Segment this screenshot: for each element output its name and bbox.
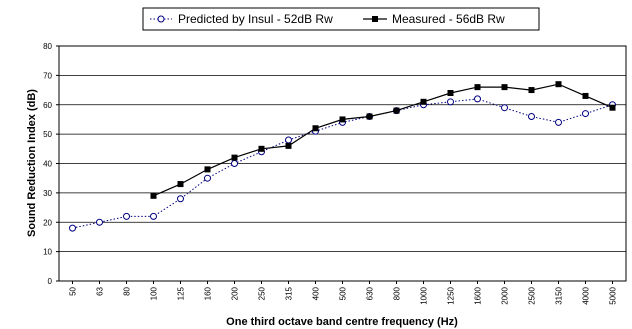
- predicted-point: [582, 110, 589, 118]
- x-tick-label: 630: [366, 286, 375, 300]
- predicted-point: [123, 212, 130, 220]
- predicted-point: [528, 113, 535, 120]
- measured-point: [582, 92, 589, 99]
- x-tick-label: 200: [231, 286, 240, 300]
- measured-point: [231, 154, 238, 161]
- y-tick-label: 40: [43, 160, 52, 169]
- x-tick-label: 800: [393, 286, 402, 300]
- predicted-point: [555, 118, 562, 126]
- predicted-point: [69, 224, 76, 232]
- measured-point: [150, 192, 157, 199]
- x-tick-label: 2500: [528, 286, 537, 304]
- predicted-point: [285, 136, 292, 144]
- measured-point: [501, 84, 508, 91]
- predicted-point: [501, 104, 508, 112]
- x-tick-label: 80: [123, 286, 132, 295]
- x-axis: 50 63 80 100 125 160 200 250 315 400 500 630 800 1000…: [69, 281, 618, 305]
- x-tick-label: 3150: [555, 286, 564, 304]
- legend: Predicted by Insul - 52dB Rw Measured - …: [142, 7, 540, 31]
- y-axis-title: Sound Reduction Index (dB): [26, 89, 38, 237]
- x-tick-label: 1600: [474, 286, 483, 304]
- measured-point: [420, 98, 427, 105]
- x-tick-label: 4000: [582, 286, 591, 304]
- legend-measured-marker: [372, 16, 378, 22]
- measured-point: [447, 90, 454, 96]
- legend-measured-label: Measured - 56dB Rw: [392, 12, 505, 26]
- x-tick-label: 1000: [420, 286, 429, 304]
- x-tick-label: 63: [96, 286, 105, 295]
- x-tick-label: 125: [177, 286, 186, 300]
- predicted-point: [447, 98, 454, 106]
- x-tick-label: 1250: [447, 286, 456, 304]
- measured-series-line: [153, 83, 613, 197]
- measured-point: [555, 81, 562, 88]
- y-tick-label: 20: [43, 218, 52, 227]
- measured-point: [204, 166, 211, 173]
- legend-predicted-label: Predicted by Insul - 52dB Rw: [178, 12, 333, 26]
- y-axis: 0 10 20 30 40 50 60 70 80: [43, 42, 59, 286]
- measured-point: [393, 107, 400, 114]
- measured-point: [339, 116, 346, 123]
- y-tick-label: 70: [43, 71, 52, 80]
- x-tick-label: 250: [258, 286, 267, 300]
- y-tick-label: 30: [43, 189, 52, 198]
- measured-point: [177, 181, 184, 188]
- predicted-point: [177, 195, 184, 203]
- measured-point: [258, 145, 265, 152]
- predicted-point: [474, 95, 481, 103]
- predicted-point: [231, 160, 238, 167]
- x-tick-label: 160: [204, 286, 213, 300]
- y-tick-label: 60: [43, 101, 52, 110]
- legend-box: [142, 7, 540, 31]
- measured-point: [474, 84, 481, 91]
- x-tick-label: 500: [339, 286, 348, 300]
- x-tick-label: 2000: [501, 286, 510, 304]
- x-tick-label: 50: [69, 286, 78, 295]
- y-tick-label: 10: [43, 248, 52, 257]
- measured-point: [366, 113, 373, 120]
- predicted-point: [96, 218, 103, 226]
- measured-point: [609, 104, 616, 111]
- legend-predicted-marker: [157, 15, 165, 23]
- measured-point: [285, 142, 292, 149]
- x-tick-label: 100: [150, 286, 159, 300]
- predicted-point: [150, 212, 157, 220]
- grid: [59, 74, 626, 253]
- series-group: [69, 81, 616, 232]
- measured-point: [528, 87, 535, 94]
- y-tick-label: 80: [43, 42, 52, 51]
- measured-point: [312, 125, 319, 132]
- x-axis-title: One third octave band centre frequency (…: [226, 316, 458, 328]
- x-tick-label: 315: [285, 286, 294, 300]
- x-tick-label: 5000: [609, 286, 618, 304]
- y-tick-label: 50: [43, 130, 52, 139]
- predicted-point: [204, 174, 211, 182]
- y-tick-label: 0: [48, 277, 53, 286]
- x-tick-label: 400: [312, 286, 321, 300]
